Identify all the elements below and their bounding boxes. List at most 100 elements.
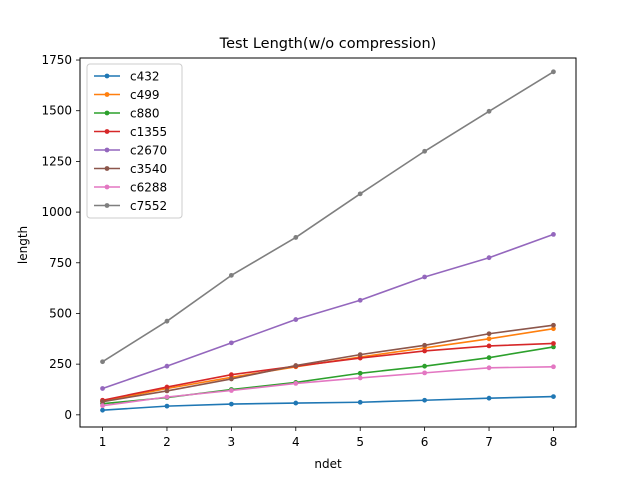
axes-layer: 1 2 3 4 5 6 7 8 0 250 500 750 1000 1250 1500 1750	[41, 53, 577, 449]
legend-item-c6288: c6288	[94, 181, 167, 195]
data-point-c6288-6	[422, 370, 428, 376]
data-point-c499-8	[551, 326, 556, 332]
x-tick-label-2: 2	[163, 435, 171, 449]
data-point-c3540-7	[486, 331, 492, 337]
x-tick-label-4: 4	[292, 435, 300, 449]
series-c432	[100, 394, 556, 413]
legend-item-c7552: c7552	[94, 199, 167, 213]
y-tick-label-0: 0	[64, 408, 72, 422]
series-c2670	[100, 231, 556, 391]
data-point-c2670-6	[422, 274, 428, 280]
legend: c432 c499 c880 c1355 c2670 c3540 c6288 c7552	[86, 63, 183, 219]
data-point-c3540-2	[164, 388, 170, 394]
y-tick-label-1000: 1000	[41, 205, 72, 219]
legend-label-c1355: c1355	[130, 125, 167, 139]
legend-swatch-marker-c3540	[104, 166, 110, 171]
data-point-c7552-7	[486, 108, 492, 114]
y-tick-label-250: 250	[49, 357, 72, 371]
data-point-c499-7	[486, 336, 492, 342]
data-point-c2670-2	[164, 363, 170, 369]
legend-label-c880: c880	[130, 107, 160, 121]
legend-swatch-marker-c6288	[104, 184, 110, 190]
series-c6288	[100, 364, 556, 409]
data-point-c2670-4	[293, 317, 299, 322]
data-point-c6288-5	[357, 375, 363, 381]
data-point-c7552-8	[551, 69, 556, 75]
x-tick-label-8: 8	[550, 435, 558, 449]
legend-label-c7552: c7552	[130, 199, 167, 213]
data-point-c432-1	[100, 407, 105, 413]
data-point-c7552-2	[164, 318, 170, 324]
data-point-c880-7	[486, 355, 492, 361]
series-layer	[100, 69, 556, 413]
legend-swatch-marker-c499	[104, 92, 110, 97]
axes-frame	[79, 57, 577, 428]
data-point-c1355-6	[422, 348, 428, 354]
data-point-c432-6	[422, 397, 428, 403]
data-point-c7552-1	[100, 359, 105, 365]
data-point-c3540-8	[551, 322, 556, 328]
series-line-c7552	[102, 71, 554, 363]
data-point-c3540-1	[100, 399, 105, 405]
y-tick-label-1500: 1500	[41, 104, 72, 118]
data-point-c1355-3	[228, 372, 234, 378]
x-tick-label-6: 6	[421, 435, 429, 449]
data-point-c880-8	[551, 344, 556, 350]
data-point-c2670-7	[486, 255, 492, 261]
legend-swatch-marker-c2670	[104, 147, 110, 153]
series-line-c6288	[102, 365, 554, 407]
data-point-c6288-3	[228, 388, 234, 393]
legend-label-c499: c499	[130, 88, 160, 102]
legend-swatch-marker-c7552	[104, 203, 110, 208]
legend-label-c3540: c3540	[130, 162, 167, 176]
data-point-c432-7	[486, 395, 492, 401]
data-point-c2670-8	[551, 231, 556, 237]
x-tick-label-3: 3	[228, 435, 236, 449]
legend-label-c2670: c2670	[130, 144, 167, 158]
data-point-c1355-2	[164, 384, 170, 390]
data-point-c432-5	[357, 399, 363, 405]
data-point-c2670-1	[100, 386, 105, 391]
y-tick-label-500: 500	[49, 306, 72, 320]
legend-item-c432: c432	[94, 70, 160, 84]
data-point-c880-6	[422, 363, 428, 369]
y-tick-label-1750: 1750	[41, 53, 72, 67]
data-point-c2670-5	[357, 297, 363, 303]
y-axis-title: length	[16, 226, 30, 264]
data-point-c1355-5	[357, 355, 363, 361]
data-point-c6288-2	[164, 394, 170, 400]
y-tick-label-1250: 1250	[41, 154, 72, 168]
legend-item-c499: c499	[94, 88, 160, 102]
data-point-c3540-6	[422, 342, 428, 348]
series-line-c432	[102, 395, 554, 411]
data-point-c3540-5	[357, 352, 363, 358]
data-point-c7552-6	[422, 148, 428, 154]
chart-title: Test Length(w/o compression)	[219, 36, 437, 52]
x-tick-label-5: 5	[356, 435, 364, 449]
legend-label-c432: c432	[130, 70, 160, 84]
legend-box	[86, 63, 183, 219]
data-point-c6288-8	[551, 364, 556, 370]
legend-item-c3540: c3540	[94, 162, 167, 176]
data-point-c3540-3	[228, 376, 234, 382]
data-point-c432-3	[228, 401, 234, 407]
data-point-c880-5	[357, 370, 363, 376]
data-point-c7552-5	[357, 191, 363, 197]
data-point-c432-4	[293, 400, 299, 406]
series-line-c3540	[102, 324, 554, 403]
data-point-c1355-7	[486, 343, 492, 349]
data-point-c3540-4	[293, 363, 299, 368]
data-point-c1355-8	[551, 341, 556, 346]
x-axis-title: ndet	[314, 457, 342, 471]
y-tick-label-750: 750	[49, 256, 72, 270]
legend-item-c2670: c2670	[94, 144, 167, 158]
series-c3540	[100, 322, 556, 405]
legend-label-c6288: c6288	[130, 181, 167, 195]
data-point-c6288-4	[293, 381, 299, 386]
legend-swatch-marker-c1355	[104, 129, 110, 134]
series-line-c1355	[102, 342, 554, 402]
x-tick-label-7: 7	[485, 435, 493, 449]
series-line-c2670	[102, 233, 554, 390]
